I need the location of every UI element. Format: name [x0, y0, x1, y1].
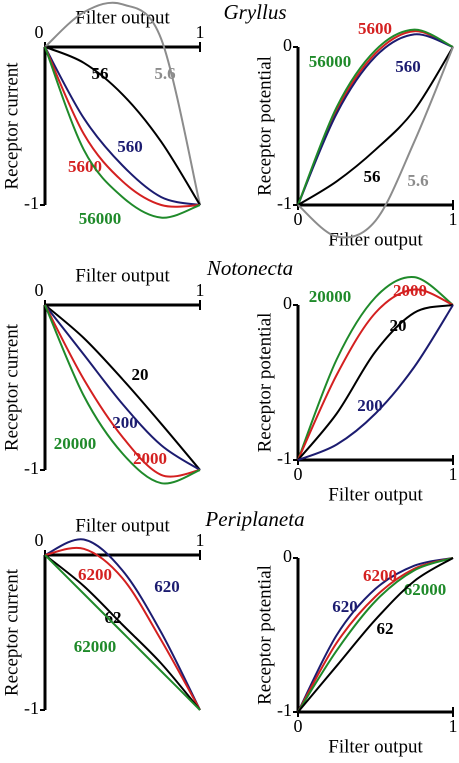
series-label: 62000 — [404, 580, 447, 599]
y-tick-label: 0 — [283, 546, 292, 566]
x-tick-label: 0 — [35, 280, 44, 300]
curve — [297, 288, 454, 461]
curve — [297, 46, 454, 239]
curve — [44, 304, 201, 471]
curve — [44, 46, 201, 208]
y-axis-label: Receptor current — [1, 323, 22, 451]
series-label: 620 — [154, 577, 180, 596]
curve — [44, 304, 201, 485]
curve — [44, 538, 201, 711]
curve — [297, 33, 454, 206]
series-label: 560 — [117, 137, 143, 156]
y-axis-label: Receptor potential — [254, 313, 275, 453]
x-axis-label: Filter output — [328, 229, 423, 250]
series-label: 200 — [357, 396, 383, 415]
series-label: 2000 — [393, 281, 427, 300]
curve — [44, 46, 201, 206]
series-label: 6200 — [363, 566, 397, 585]
curve — [297, 557, 454, 713]
series-label: 20 — [390, 316, 407, 335]
series-label: 5.6 — [154, 64, 175, 83]
curve — [297, 304, 454, 461]
curve — [44, 304, 201, 471]
y-axis-label: Receptor current — [1, 568, 22, 696]
curve — [297, 557, 454, 713]
series-label: 62 — [377, 619, 394, 638]
curve — [297, 46, 454, 206]
curve — [44, 46, 201, 206]
series-label: 560 — [395, 57, 421, 76]
x-tick-label: 1 — [196, 280, 205, 300]
x-tick-label: 0 — [294, 464, 303, 484]
curve — [44, 546, 201, 711]
x-tick-label: 1 — [196, 530, 205, 550]
series-label: 62000 — [74, 637, 117, 656]
curve — [297, 304, 454, 461]
curve — [297, 28, 454, 206]
curve — [44, 46, 201, 219]
y-axis-label: Receptor potential — [254, 56, 275, 196]
x-tick-label: 0 — [35, 22, 44, 42]
chart-title: Notonecta — [206, 256, 293, 280]
x-tick-label: 1 — [449, 209, 458, 229]
y-axis-label: Receptor potential — [254, 565, 275, 705]
curve — [297, 557, 454, 713]
curve — [44, 554, 201, 711]
x-tick-label: 1 — [449, 464, 458, 484]
series-label: 620 — [332, 597, 358, 616]
series-label: 62 — [105, 608, 122, 627]
y-tick-label: -1 — [24, 698, 39, 718]
y-tick-label: -1 — [24, 458, 39, 478]
x-tick-label: 0 — [294, 716, 303, 736]
series-label: 5600 — [68, 157, 102, 176]
x-tick-label: 1 — [449, 716, 458, 736]
x-tick-label: 1 — [196, 22, 205, 42]
series-label: 20 — [132, 365, 149, 384]
series-label: 20000 — [309, 287, 352, 306]
series-label: 200 — [112, 413, 138, 432]
series-label: 2000 — [133, 449, 167, 468]
curve — [297, 276, 454, 461]
curve — [44, 554, 201, 711]
x-axis-label: Filter output — [328, 736, 423, 757]
series-label: 56000 — [79, 209, 122, 228]
y-tick-label: 0 — [283, 35, 292, 55]
curve — [44, 1, 201, 206]
x-tick-label: 0 — [294, 209, 303, 229]
series-label: 56000 — [309, 52, 352, 71]
x-tick-label: 0 — [35, 530, 44, 550]
series-label: 20000 — [54, 434, 97, 453]
curve — [44, 304, 201, 478]
series-label: 56 — [364, 167, 381, 186]
series-label: 5.6 — [407, 171, 428, 190]
y-tick-label: -1 — [24, 193, 39, 213]
y-tick-label: -1 — [277, 448, 292, 468]
chart-title: Periplaneta — [204, 507, 304, 531]
series-label: 6200 — [78, 565, 112, 584]
y-tick-label: -1 — [277, 700, 292, 720]
series-label: 5600 — [358, 19, 392, 38]
chart-title: Gryllus — [224, 0, 287, 24]
x-axis-label: Filter output — [75, 265, 170, 286]
x-axis-label: Filter output — [75, 515, 170, 536]
y-tick-label: 0 — [283, 293, 292, 313]
y-tick-label: -1 — [277, 193, 292, 213]
y-axis-label: Receptor current — [1, 62, 22, 190]
x-axis-label: Filter output — [328, 484, 423, 505]
x-axis-label: Filter output — [75, 7, 170, 28]
series-label: 56 — [92, 64, 109, 83]
